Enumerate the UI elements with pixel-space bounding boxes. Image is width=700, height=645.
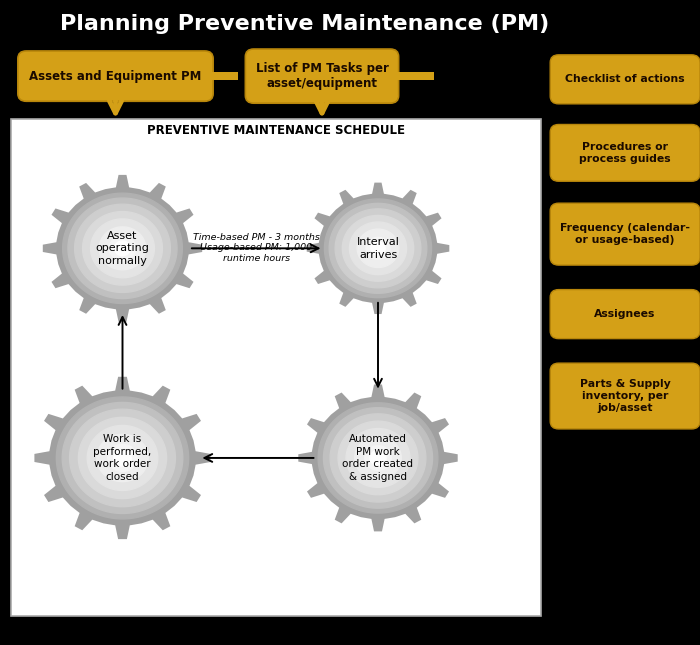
Polygon shape — [88, 426, 158, 490]
Text: Interval
arrives: Interval arrives — [356, 237, 400, 259]
Text: Usage-based PM: 1,000
runtime hours: Usage-based PM: 1,000 runtime hours — [200, 243, 312, 263]
FancyBboxPatch shape — [550, 203, 700, 265]
Polygon shape — [325, 199, 431, 297]
FancyBboxPatch shape — [246, 49, 399, 103]
Polygon shape — [57, 397, 188, 519]
Polygon shape — [34, 377, 211, 539]
FancyBboxPatch shape — [10, 119, 541, 616]
FancyBboxPatch shape — [190, 72, 238, 80]
Polygon shape — [75, 204, 170, 292]
Polygon shape — [335, 209, 421, 288]
Polygon shape — [349, 222, 407, 275]
Polygon shape — [109, 236, 136, 261]
Polygon shape — [371, 242, 385, 255]
Polygon shape — [365, 446, 391, 470]
Polygon shape — [342, 215, 414, 281]
Polygon shape — [43, 175, 202, 322]
Polygon shape — [346, 428, 410, 488]
Polygon shape — [323, 408, 433, 508]
Polygon shape — [318, 403, 438, 513]
Polygon shape — [329, 203, 427, 293]
Text: Automated
PM work
order created
& assigned: Automated PM work order created & assign… — [342, 434, 414, 482]
Polygon shape — [370, 451, 386, 465]
Polygon shape — [68, 198, 177, 299]
Polygon shape — [357, 229, 399, 268]
Text: Planning Preventive Maintenance (PM): Planning Preventive Maintenance (PM) — [60, 14, 549, 34]
Polygon shape — [108, 444, 137, 471]
Text: Procedures or
process guides: Procedures or process guides — [580, 142, 671, 164]
Text: Time-based PM - 3 months: Time-based PM - 3 months — [193, 233, 320, 242]
Polygon shape — [78, 417, 167, 499]
Polygon shape — [83, 212, 162, 285]
FancyBboxPatch shape — [550, 124, 700, 181]
Polygon shape — [113, 450, 132, 466]
Polygon shape — [62, 402, 183, 513]
FancyBboxPatch shape — [550, 55, 700, 104]
Polygon shape — [99, 227, 146, 270]
Text: Checklist of actions: Checklist of actions — [566, 74, 685, 84]
Polygon shape — [97, 434, 148, 482]
Text: Assignees: Assignees — [594, 309, 656, 319]
Polygon shape — [298, 384, 458, 531]
Text: Asset
operating
normally: Asset operating normally — [96, 231, 149, 266]
FancyBboxPatch shape — [386, 72, 434, 80]
Polygon shape — [115, 241, 130, 255]
Polygon shape — [171, 54, 202, 98]
Text: Work is
performed,
work order
closed: Work is performed, work order closed — [93, 434, 152, 482]
Text: Parts & Supply
inventory, per
job/asset: Parts & Supply inventory, per job/asset — [580, 379, 671, 413]
Polygon shape — [330, 414, 426, 502]
Text: Assets and Equipment PM: Assets and Equipment PM — [29, 70, 202, 83]
Polygon shape — [63, 194, 182, 303]
Polygon shape — [69, 409, 176, 507]
Polygon shape — [366, 237, 390, 259]
Polygon shape — [90, 219, 155, 278]
Text: PREVENTIVE MAINTENANCE SCHEDULE: PREVENTIVE MAINTENANCE SCHEDULE — [147, 124, 405, 137]
Polygon shape — [367, 54, 398, 98]
Polygon shape — [338, 421, 418, 495]
Text: List of PM Tasks per
asset/equipment: List of PM Tasks per asset/equipment — [256, 62, 388, 90]
FancyBboxPatch shape — [550, 363, 700, 429]
FancyBboxPatch shape — [18, 51, 213, 101]
Polygon shape — [307, 183, 449, 314]
FancyBboxPatch shape — [550, 290, 700, 339]
Text: Frequency (calendar-
or usage-based): Frequency (calendar- or usage-based) — [560, 223, 690, 245]
Polygon shape — [355, 437, 401, 479]
